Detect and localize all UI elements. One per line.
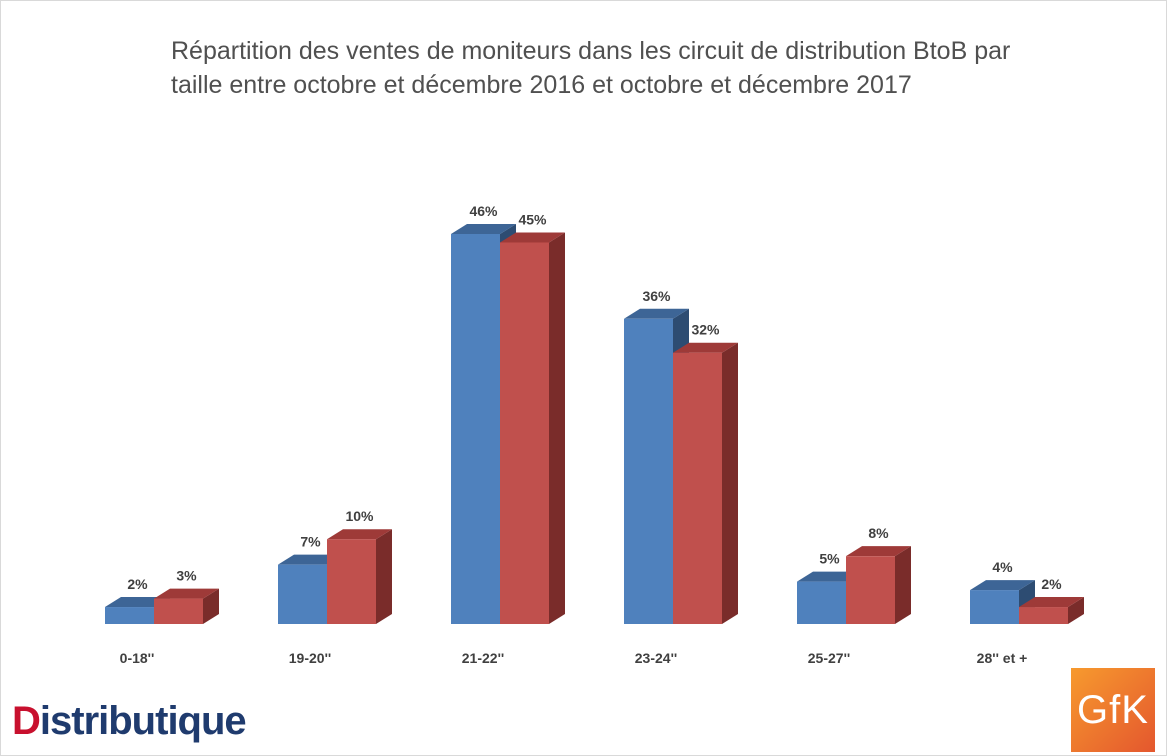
bar-top-1-2 (500, 232, 565, 243)
bar-top-0-5 (970, 580, 1035, 591)
data-label-1-0: 3% (176, 568, 197, 584)
category-label-1: 19-20'' (289, 650, 331, 666)
chart-title-line-2: taille entre octobre et décembre 2016 et… (171, 71, 912, 99)
category-label-3: 23-24'' (635, 650, 677, 666)
bar-1-5 (1019, 607, 1068, 624)
bar-1-0 (154, 598, 203, 624)
bar-0-2 (451, 234, 500, 624)
data-label-0-1: 7% (300, 534, 321, 550)
data-label-0-2: 46% (469, 203, 498, 219)
chart-title-line-1: Répartition des ventes de moniteurs dans… (171, 37, 1011, 65)
data-label-0-3: 36% (642, 288, 671, 304)
data-label-0-5: 4% (992, 559, 1013, 575)
bar-0-3 (624, 318, 673, 624)
chart-title: Répartition des ventes de moniteurs dans… (171, 34, 1071, 102)
data-label-1-5: 2% (1041, 576, 1062, 592)
bar-top-1-1 (327, 529, 392, 540)
category-label-5: 28'' et + (977, 650, 1028, 666)
gfk-logo: GfK (1071, 668, 1155, 752)
bar-0-0 (105, 607, 154, 624)
bar-1-4 (846, 556, 895, 624)
bar-side-1-0 (203, 588, 219, 624)
data-label-0-4: 5% (819, 551, 840, 567)
bar-1-1 (327, 539, 376, 624)
bar-0-5 (970, 590, 1019, 624)
bar-top-0-2 (451, 224, 516, 234)
data-label-1-2: 45% (518, 211, 547, 227)
bar-0-4 (797, 581, 846, 624)
category-label-2: 21-22'' (462, 650, 504, 666)
bar-top-1-5 (1019, 597, 1084, 608)
bar-1-2 (500, 242, 549, 624)
bar-top-1-3 (673, 342, 738, 353)
bar-side-1-4 (895, 546, 911, 624)
distributique-logo: Distributique (12, 699, 247, 743)
data-label-1-1: 10% (345, 508, 374, 524)
bar-side-1-2 (549, 232, 565, 624)
bar-chart: 2% 3% 0-18'' 7% 10% 19-20'' 46% 45% 21-22'' 36% 32… (105, 203, 1084, 666)
bar-side-1-1 (376, 529, 392, 624)
bar-top-0-1 (278, 554, 343, 565)
bar-side-1-3 (722, 342, 738, 624)
bar-1-3 (673, 352, 722, 624)
data-label-1-4: 8% (868, 525, 889, 541)
bar-side-1-5 (1068, 597, 1084, 624)
data-label-1-3: 32% (691, 322, 720, 338)
bar-top-0-3 (624, 308, 689, 319)
data-label-0-0: 2% (127, 576, 148, 592)
category-label-0: 0-18'' (120, 650, 155, 666)
bar-top-1-0 (154, 588, 219, 599)
bar-top-0-0 (105, 597, 170, 608)
bar-0-1 (278, 564, 327, 624)
bar-top-1-4 (846, 546, 911, 557)
bar-top-0-4 (797, 571, 862, 582)
category-label-4: 25-27'' (808, 650, 850, 666)
